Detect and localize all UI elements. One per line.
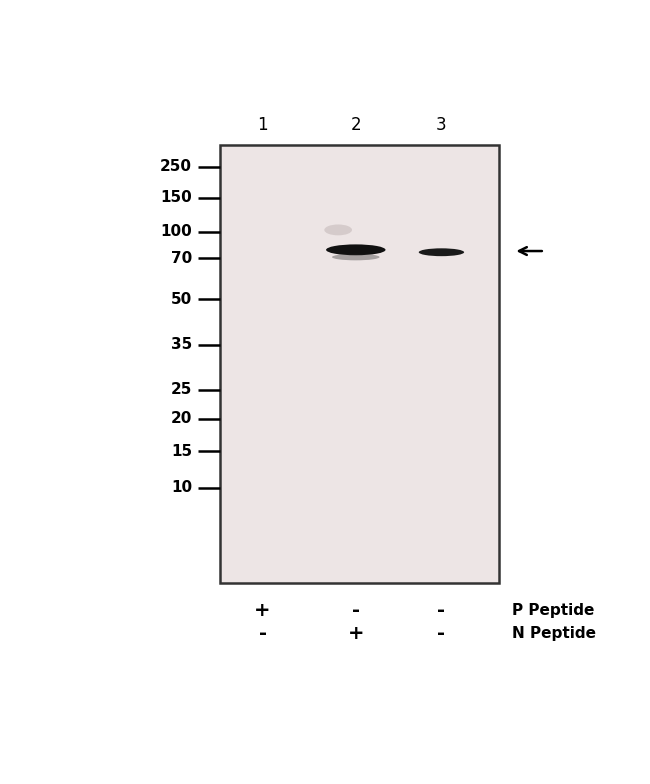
Text: 25: 25 <box>171 383 192 397</box>
Text: 70: 70 <box>171 251 192 266</box>
Text: -: - <box>259 623 266 643</box>
Text: 150: 150 <box>161 191 192 205</box>
Text: 2: 2 <box>350 117 361 135</box>
Text: +: + <box>348 623 364 643</box>
Text: 50: 50 <box>171 292 192 307</box>
Text: 250: 250 <box>160 159 192 174</box>
Text: 10: 10 <box>171 480 192 495</box>
Text: 3: 3 <box>436 117 447 135</box>
Ellipse shape <box>419 249 464 256</box>
Text: 15: 15 <box>171 444 192 459</box>
Text: P Peptide: P Peptide <box>512 603 594 618</box>
Text: +: + <box>254 601 271 619</box>
Text: 35: 35 <box>171 337 192 352</box>
Bar <box>220 145 499 583</box>
Text: 100: 100 <box>161 224 192 239</box>
Text: N Peptide: N Peptide <box>512 626 596 641</box>
Text: -: - <box>437 601 445 619</box>
Text: 1: 1 <box>257 117 268 135</box>
Text: -: - <box>352 601 360 619</box>
Ellipse shape <box>332 254 380 260</box>
Text: -: - <box>437 623 445 643</box>
Ellipse shape <box>324 224 352 235</box>
Ellipse shape <box>326 245 385 256</box>
Text: 20: 20 <box>171 412 192 426</box>
